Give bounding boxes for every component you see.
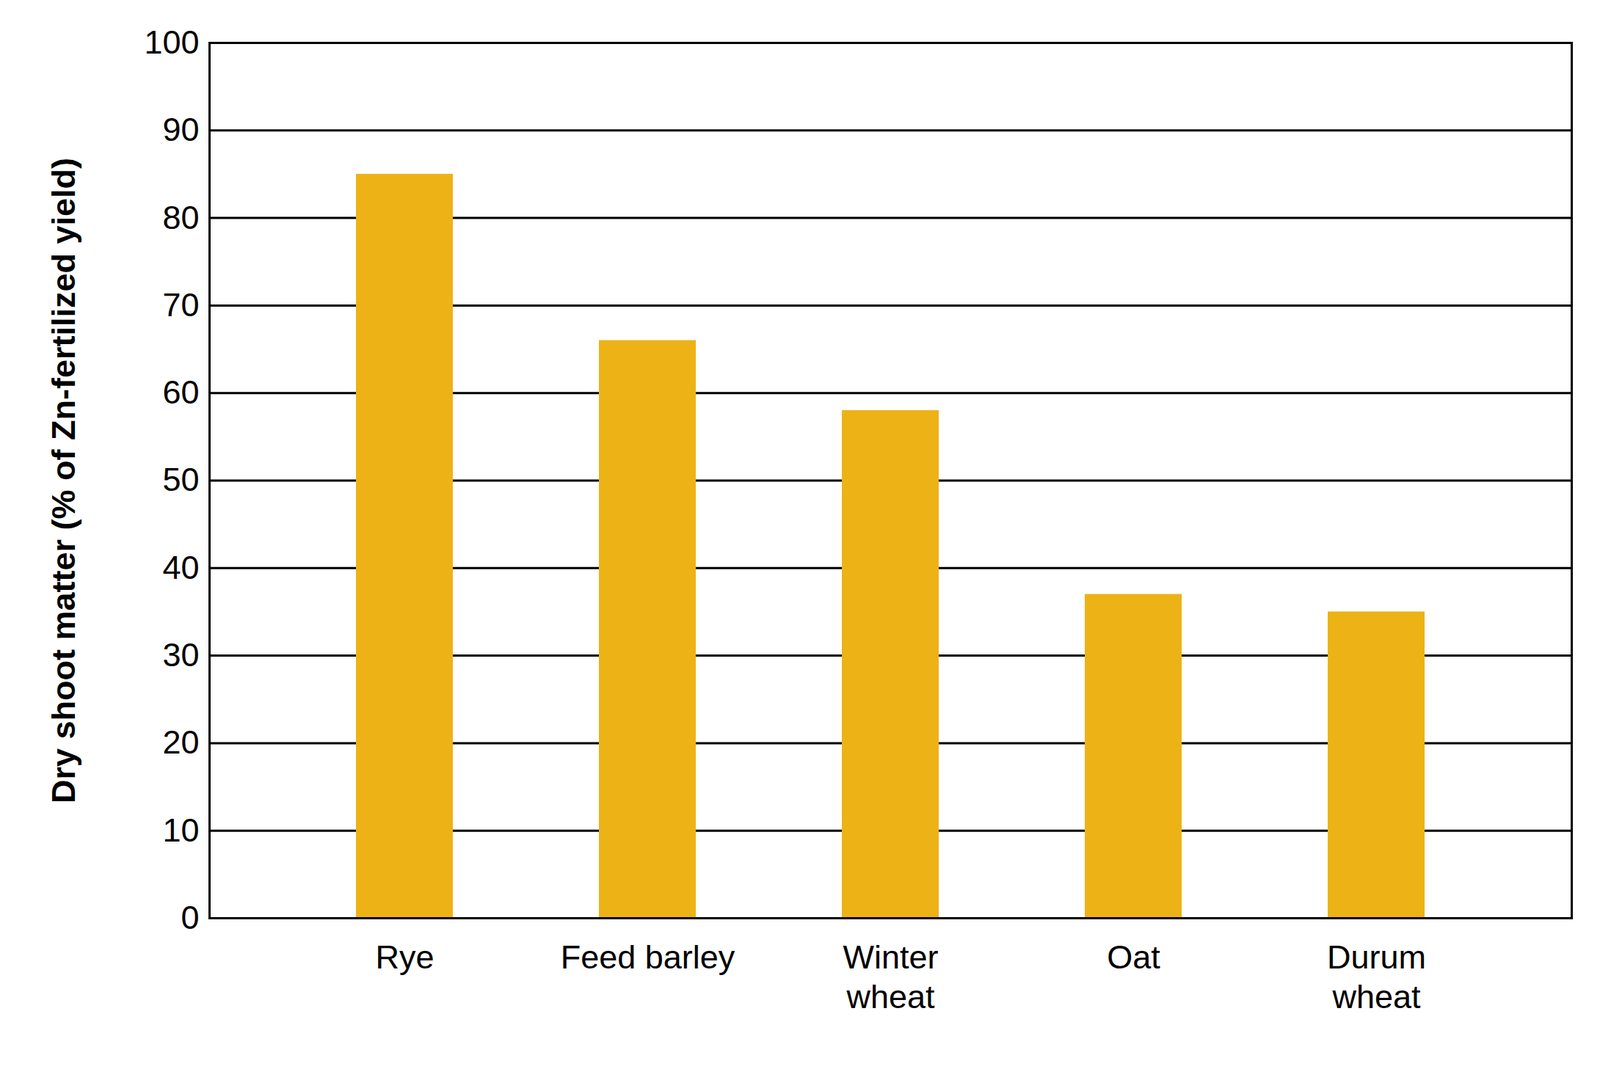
svg-text:Feed barley: Feed barley bbox=[560, 938, 736, 977]
svg-text:Winterwheat: Winterwheat bbox=[842, 938, 938, 1016]
svg-text:50: 50 bbox=[162, 460, 199, 499]
svg-text:70: 70 bbox=[162, 286, 199, 324]
svg-text:60: 60 bbox=[162, 373, 199, 412]
svg-text:80: 80 bbox=[162, 198, 199, 237]
svg-text:100: 100 bbox=[143, 23, 199, 61]
svg-text:Dry shoot matter (% of Zn-fert: Dry shoot matter (% of Zn-fertilized yie… bbox=[44, 157, 83, 804]
svg-text:30: 30 bbox=[162, 636, 199, 674]
svg-text:Durumwheat: Durumwheat bbox=[1326, 938, 1427, 1016]
svg-text:10: 10 bbox=[162, 811, 199, 850]
svg-text:Rye: Rye bbox=[375, 938, 434, 977]
svg-text:Oat: Oat bbox=[1106, 938, 1161, 977]
svg-text:0: 0 bbox=[180, 899, 199, 937]
svg-text:20: 20 bbox=[162, 723, 199, 762]
svg-text:40: 40 bbox=[162, 548, 199, 587]
svg-text:90: 90 bbox=[162, 110, 199, 149]
